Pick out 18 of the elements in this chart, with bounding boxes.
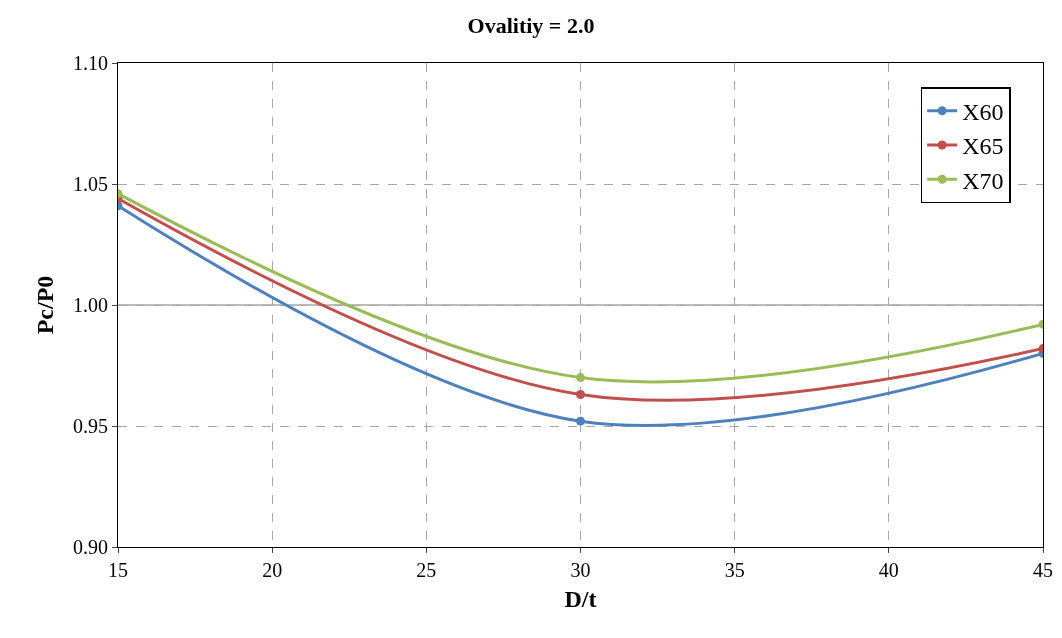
y-tick-label: 1.05: [73, 173, 108, 195]
x-tick-label: 30: [570, 559, 591, 581]
legend-label: X70: [962, 167, 1004, 194]
x-tick-label: 45: [1033, 559, 1053, 581]
y-tick-label: 0.95: [73, 415, 108, 437]
x-axis-title: D/t: [564, 586, 597, 613]
x-tick-label: 40: [878, 559, 899, 581]
x-tick-label: 15: [108, 559, 128, 581]
chart-title: Ovalitiy = 2.0: [467, 13, 595, 39]
x-tick-label: 35: [724, 559, 745, 581]
x-tick-label: 20: [262, 559, 283, 581]
legend-label: X65: [962, 133, 1004, 160]
legend-label: X60: [962, 99, 1004, 126]
y-tick-label: 1.10: [73, 52, 108, 74]
x-tick-label: 25: [416, 559, 437, 581]
y-axis-title: Pc/P0: [32, 275, 59, 335]
y-tick-label: 1.00: [73, 294, 108, 316]
y-tick-label: 0.90: [73, 536, 108, 558]
